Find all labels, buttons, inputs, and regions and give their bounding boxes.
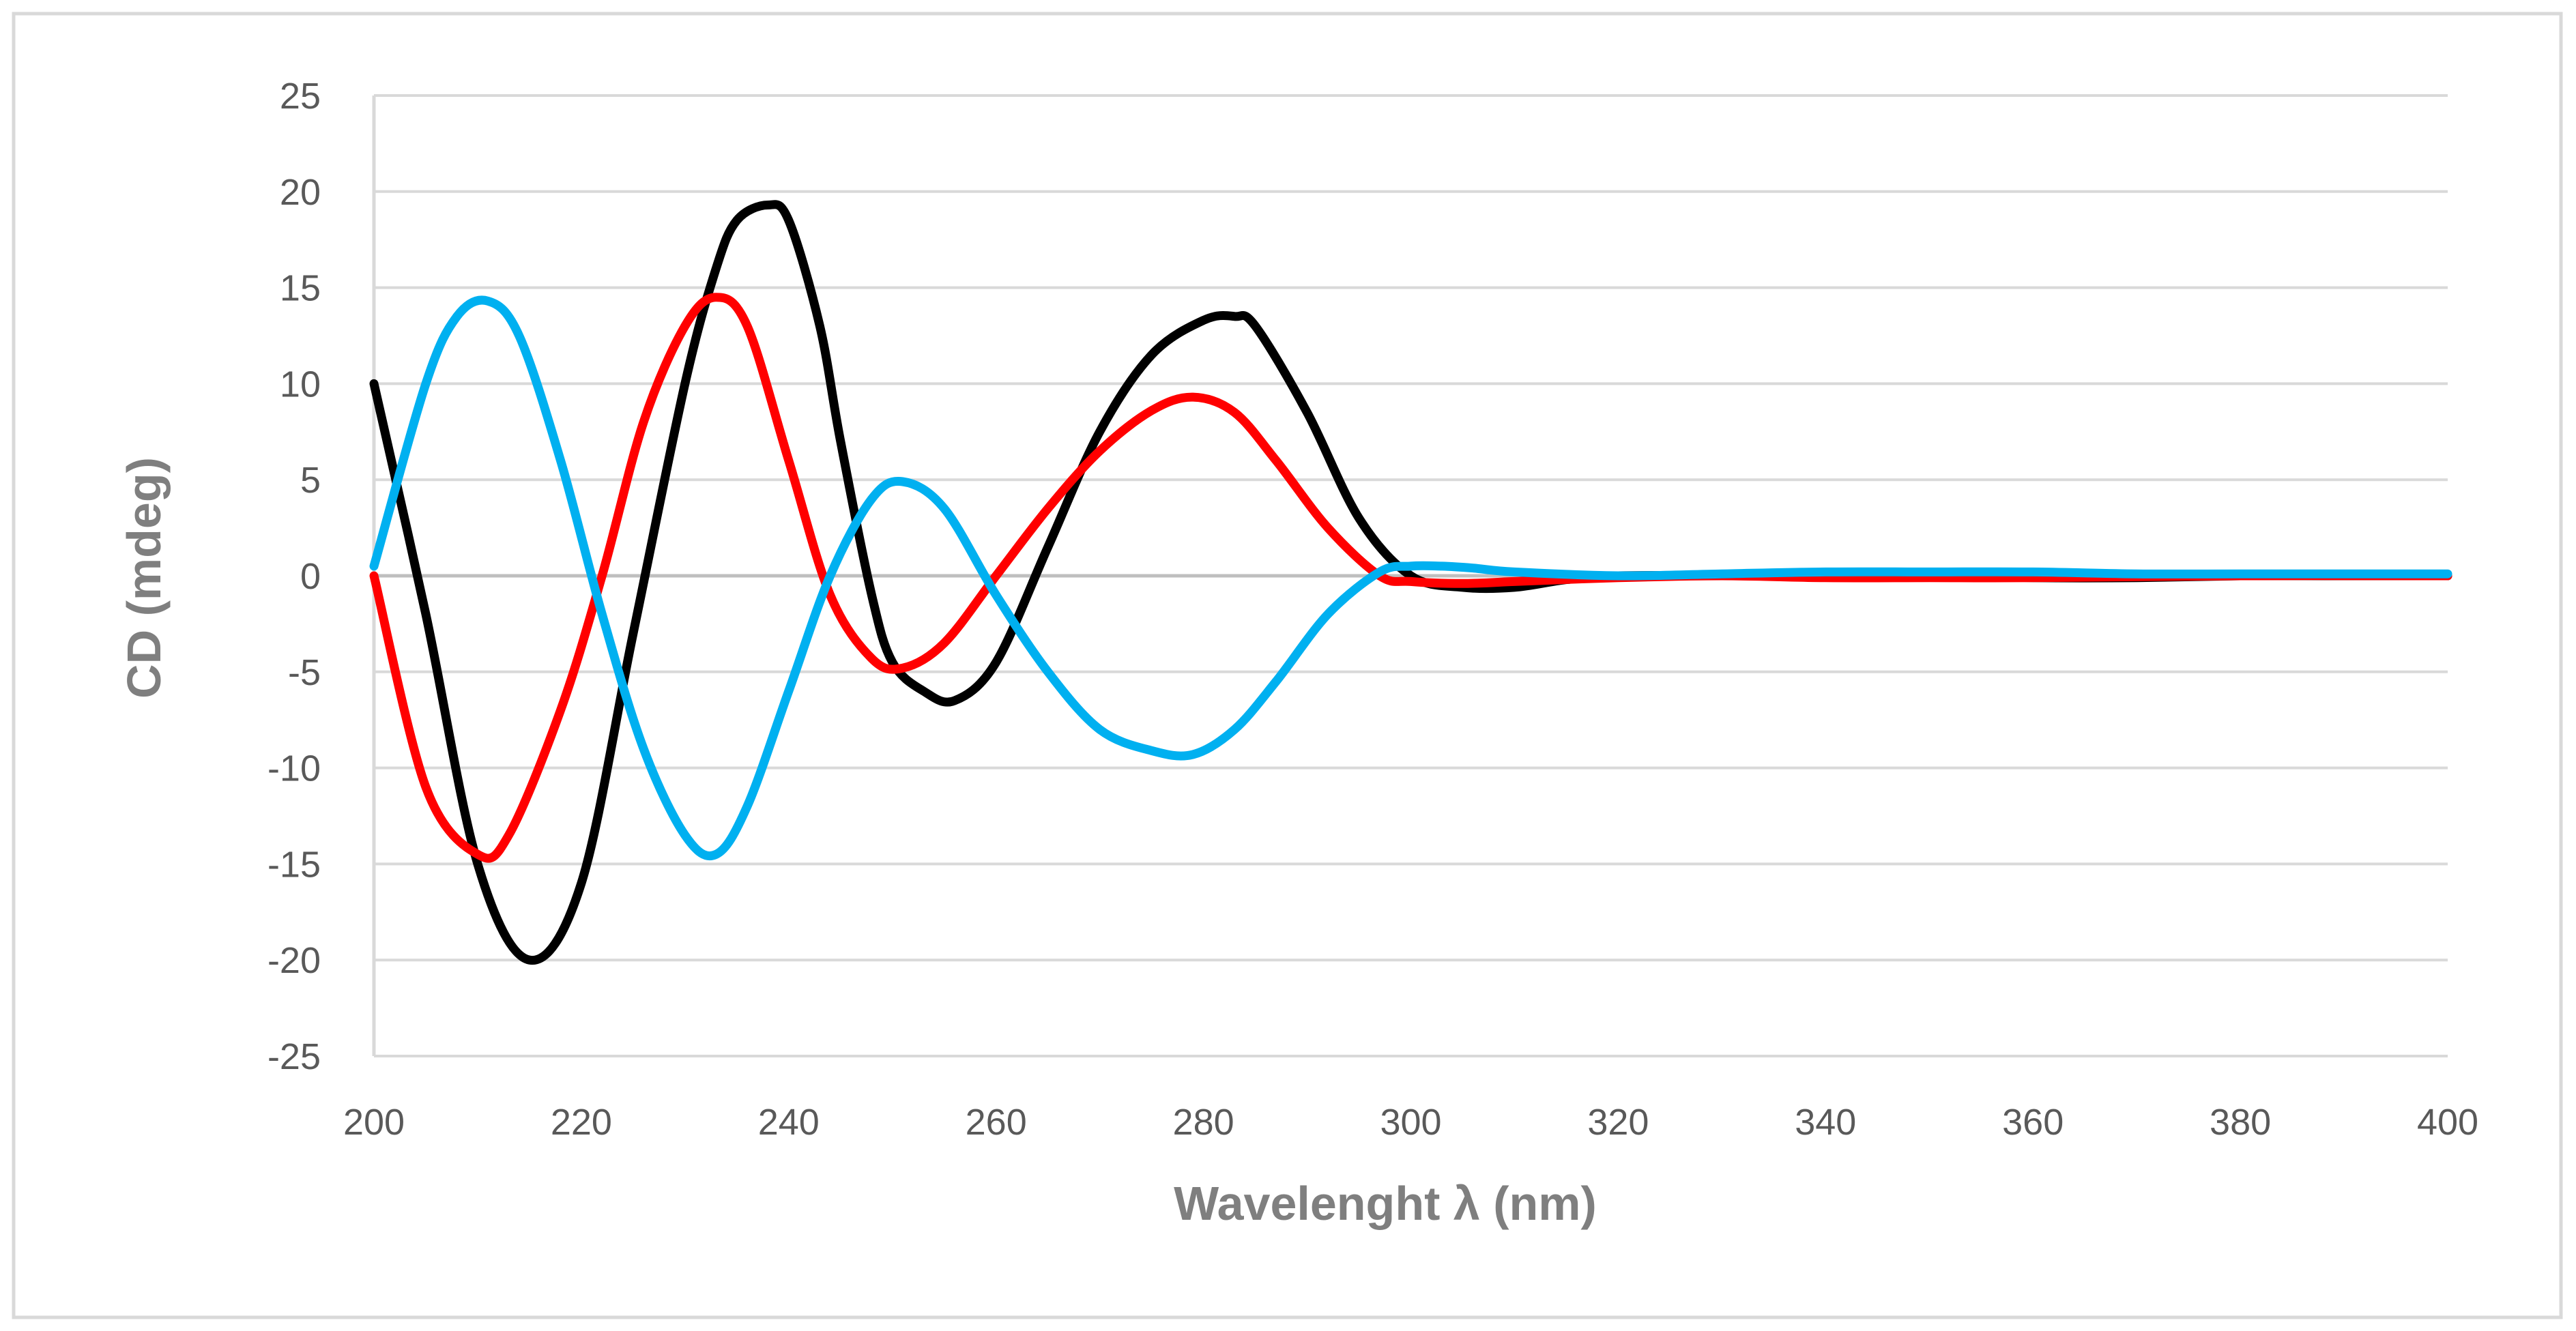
y-tick-label: 5 <box>300 460 321 501</box>
y-tick-labels: 25 20 15 10 5 0 -5 -10 -15 -20 -25 <box>267 76 321 1077</box>
x-tick-label: 400 <box>2417 1102 2478 1143</box>
y-tick-label: -25 <box>267 1036 321 1077</box>
x-tick-label: 200 <box>343 1102 405 1143</box>
x-tick-label: 220 <box>551 1102 612 1143</box>
y-tick-label: -20 <box>267 940 321 981</box>
y-tick-label: 0 <box>300 556 321 597</box>
y-axis-title: CD (mdeg) <box>117 457 171 699</box>
x-tick-label: 380 <box>2210 1102 2271 1143</box>
grid-layer <box>374 94 2448 1057</box>
y-tick-label: -10 <box>267 748 321 789</box>
x-tick-label: 240 <box>758 1102 820 1143</box>
x-tick-label: 340 <box>1795 1102 1856 1143</box>
x-tick-label: 300 <box>1380 1102 1441 1143</box>
y-tick-label: 20 <box>280 172 321 213</box>
x-tick-labels: 200 220 240 260 280 300 320 340 360 380 400 <box>343 1102 2478 1143</box>
x-tick-label: 260 <box>966 1102 1027 1143</box>
x-axis-title: Wavelenght λ (nm) <box>1174 1177 1597 1230</box>
y-tick-label: -15 <box>267 844 321 885</box>
y-tick-label: 25 <box>280 76 321 117</box>
y-tick-label: 15 <box>280 268 321 309</box>
x-tick-label: 280 <box>1173 1102 1234 1143</box>
y-tick-label: 10 <box>280 364 321 405</box>
y-tick-label: -5 <box>288 652 321 693</box>
series-line-blue <box>369 295 2452 861</box>
x-tick-label: 360 <box>2002 1102 2064 1143</box>
series-layer <box>369 200 2452 965</box>
x-tick-label: 320 <box>1587 1102 1649 1143</box>
